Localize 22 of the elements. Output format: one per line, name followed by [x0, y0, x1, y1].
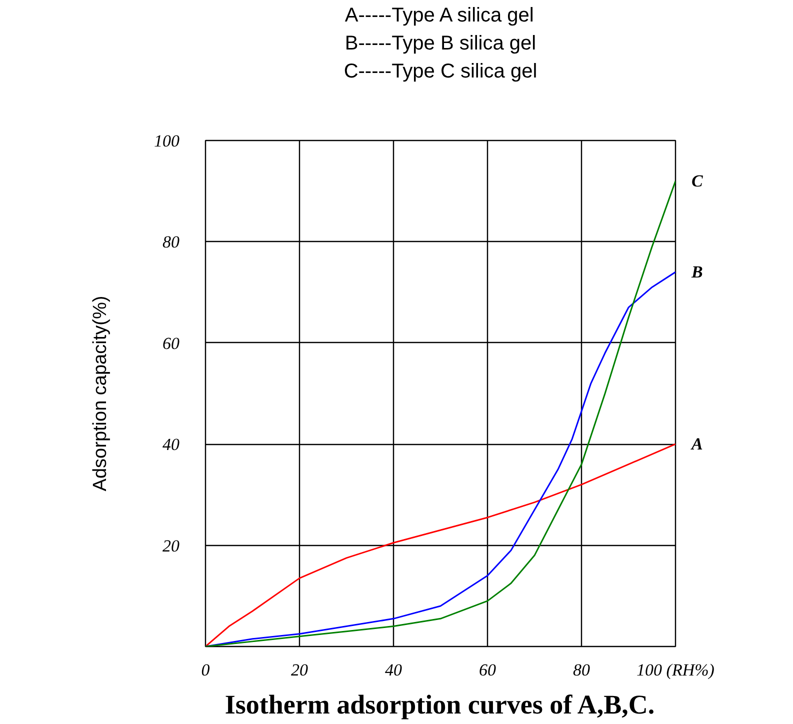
- line-series: [206, 443, 676, 646]
- line-series: [206, 271, 676, 646]
- series-label: B: [690, 262, 703, 282]
- series-label: A: [690, 434, 703, 454]
- y-tick-label: 100: [154, 132, 180, 150]
- y-tick-label: 40: [162, 435, 180, 454]
- y-tick-label: 60: [162, 334, 180, 353]
- text: A-----Type A silica gel: [344, 4, 534, 26]
- x-tick-label: 40: [385, 660, 402, 680]
- series-label: C: [692, 171, 704, 190]
- text: B-----Type B silica gel: [344, 32, 536, 54]
- y-tick-label: 20: [162, 536, 180, 556]
- y-axis-title: Adsorption capacity(%): [90, 296, 111, 492]
- x-tick-label: 60: [479, 660, 496, 680]
- line-series: [206, 180, 676, 646]
- y-tick-label: 80: [162, 232, 180, 252]
- x-tick-label: 100 (RH%): [636, 660, 715, 680]
- text: Isotherm adsorption curves of A,B,C.: [224, 690, 655, 720]
- x-tick-label: 80: [573, 660, 590, 680]
- text: C-----Type C silica gel: [344, 60, 538, 82]
- x-tick-label: 0: [201, 660, 210, 680]
- x-tick-label: 20: [291, 660, 308, 680]
